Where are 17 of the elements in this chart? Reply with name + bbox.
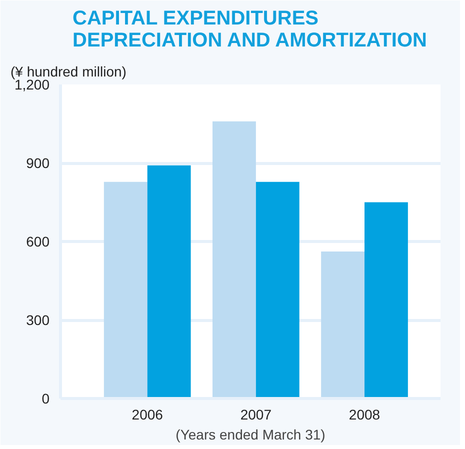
bar (256, 182, 300, 398)
bar (364, 202, 408, 398)
y-axis-title: (¥ hundred million) (10, 64, 126, 80)
x-tick-label: 2006 (132, 406, 164, 422)
bar (321, 251, 364, 398)
y-tick-label: 300 (26, 312, 50, 328)
bar (104, 182, 148, 398)
chart-title: CAPITAL EXPENDITURES DEPRECIATION AND AMORTIZATION (72, 8, 427, 52)
bar (212, 121, 256, 398)
y-tick-label: 1,200 (14, 76, 50, 92)
bar (147, 165, 191, 398)
x-tick-label: 2008 (348, 406, 380, 422)
y-tick-label: 900 (26, 155, 50, 171)
x-axis-title: (Years ended March 31) (176, 426, 326, 442)
y-tick-label: 600 (26, 234, 50, 250)
x-tick-label: 2007 (240, 406, 272, 422)
y-tick-label: 0 (42, 390, 50, 406)
